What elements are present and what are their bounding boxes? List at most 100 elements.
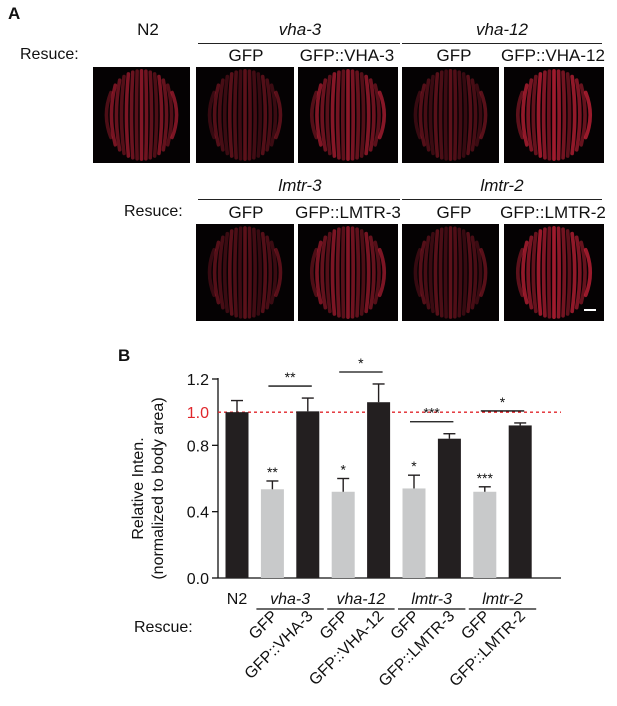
worm-stripe xyxy=(161,78,169,152)
worm-stripe xyxy=(443,69,448,161)
worm-stripe xyxy=(461,229,468,316)
worm-stripe xyxy=(335,70,341,160)
worm-stripe xyxy=(541,70,547,160)
worm-stripe xyxy=(233,70,238,160)
worm-stripe xyxy=(377,247,387,298)
group-rule-lmtr-3 xyxy=(198,199,400,200)
micrograph-vha-3-rescue xyxy=(298,67,398,163)
worm-stripe xyxy=(546,69,552,161)
worm-stripe xyxy=(474,83,483,147)
x-tick-label: N2 xyxy=(227,591,248,608)
worm-stripe xyxy=(561,227,567,318)
worm-stripe xyxy=(373,240,381,305)
worm-stripe xyxy=(330,229,337,316)
group-rule-lmtr-2 xyxy=(402,199,602,200)
worm-stripe xyxy=(359,72,366,158)
bar xyxy=(296,411,320,578)
rescue-label-row2: Resuce: xyxy=(124,203,183,220)
worm-stripe xyxy=(212,83,221,147)
worm-stripe xyxy=(433,229,440,316)
worm-stripe xyxy=(536,229,543,316)
worm-stripe xyxy=(309,247,319,298)
worm-image xyxy=(413,226,488,319)
construct-label: GFP xyxy=(436,46,472,65)
worm-stripe xyxy=(521,83,529,147)
worm-stripe xyxy=(260,74,268,156)
micrograph-lmtr-3-gfp xyxy=(196,224,294,321)
rescue-label-row1: Resuce: xyxy=(20,46,79,63)
worm-stripe xyxy=(438,70,444,160)
worm-stripe xyxy=(579,83,587,147)
worm-stripe xyxy=(247,69,252,161)
rescue-label: Rescue: xyxy=(134,619,193,636)
worm-stripe xyxy=(340,226,346,319)
worm-stripe xyxy=(515,247,525,298)
worm-stripe xyxy=(170,90,179,140)
worm-stripe xyxy=(521,240,529,305)
gene-label-lmtr-3: lmtr-3 xyxy=(278,176,322,195)
worm-stripe xyxy=(368,78,376,152)
micrograph-vha-12-rescue xyxy=(504,67,604,163)
worm-stripe xyxy=(364,74,371,156)
worm-stripe xyxy=(418,83,427,147)
gene-label: vha-12 xyxy=(336,591,385,608)
worm-stripe xyxy=(531,231,538,314)
worm-stripe xyxy=(570,231,577,314)
worm-stripe xyxy=(556,226,562,319)
bar xyxy=(402,488,426,578)
worm-stripe xyxy=(265,235,273,310)
worm-stripe xyxy=(238,69,243,161)
worm-stripe xyxy=(309,90,319,140)
worm-stripe xyxy=(165,83,174,147)
worm-stripe xyxy=(320,235,328,310)
worm-stripe xyxy=(252,70,257,160)
construct-label: GFP::LMTR-3 xyxy=(295,203,401,222)
worm-stripe xyxy=(217,235,225,310)
worm-stripe xyxy=(252,227,257,318)
worm-stripe xyxy=(556,69,562,161)
worm-stripe xyxy=(565,72,572,158)
worm-stripe xyxy=(233,227,238,318)
worm-stripe xyxy=(238,226,243,319)
worm-stripe xyxy=(207,90,216,140)
worm-stripe xyxy=(315,240,323,305)
construct-label: GFP xyxy=(436,203,472,222)
worm-stripe xyxy=(428,74,435,156)
gene-label: lmtr-3 xyxy=(411,591,452,608)
worm-stripe xyxy=(546,226,552,319)
worm-stripe xyxy=(541,227,547,318)
worm-stripe xyxy=(457,227,463,318)
pair-significance-label: * xyxy=(358,355,364,371)
worm-stripe xyxy=(470,78,478,152)
worm-stripe xyxy=(479,90,488,140)
worm-stripe xyxy=(461,72,468,158)
worm-stripe xyxy=(428,231,435,314)
worm-stripe xyxy=(536,72,543,158)
worm-stripe xyxy=(423,78,431,152)
worm-image xyxy=(309,226,387,319)
worm-stripe xyxy=(526,235,534,310)
panel-a-letter: A xyxy=(8,4,21,23)
worm-image xyxy=(515,69,593,161)
worm-stripe xyxy=(531,74,538,156)
bar xyxy=(437,438,461,578)
worm-stripe xyxy=(152,72,159,158)
worm-stripe xyxy=(320,78,328,152)
worm-stripe xyxy=(561,70,567,160)
construct-label: GFP::LMTR-2 xyxy=(500,203,606,222)
worm-stripe xyxy=(355,227,361,318)
gene-label-lmtr-2: lmtr-2 xyxy=(480,176,524,195)
worm-stripe xyxy=(217,78,225,152)
worm-stripe xyxy=(418,240,427,305)
worm-stripe xyxy=(104,90,113,140)
y-tick-label: 0.8 xyxy=(187,438,209,455)
worm-stripe xyxy=(274,90,283,140)
worm-image xyxy=(413,69,488,161)
worm-stripe xyxy=(453,226,458,319)
worm-stripe xyxy=(377,90,387,140)
worm-stripe xyxy=(247,226,252,319)
worm-stripe xyxy=(340,69,346,161)
construct-label: GFP::VHA-12 xyxy=(501,46,605,65)
bar-chart: 0.0 0.4 0.8 1.2 1.0 Relative Inten. (normalize… xyxy=(130,355,561,690)
worm-stripe xyxy=(474,240,483,305)
